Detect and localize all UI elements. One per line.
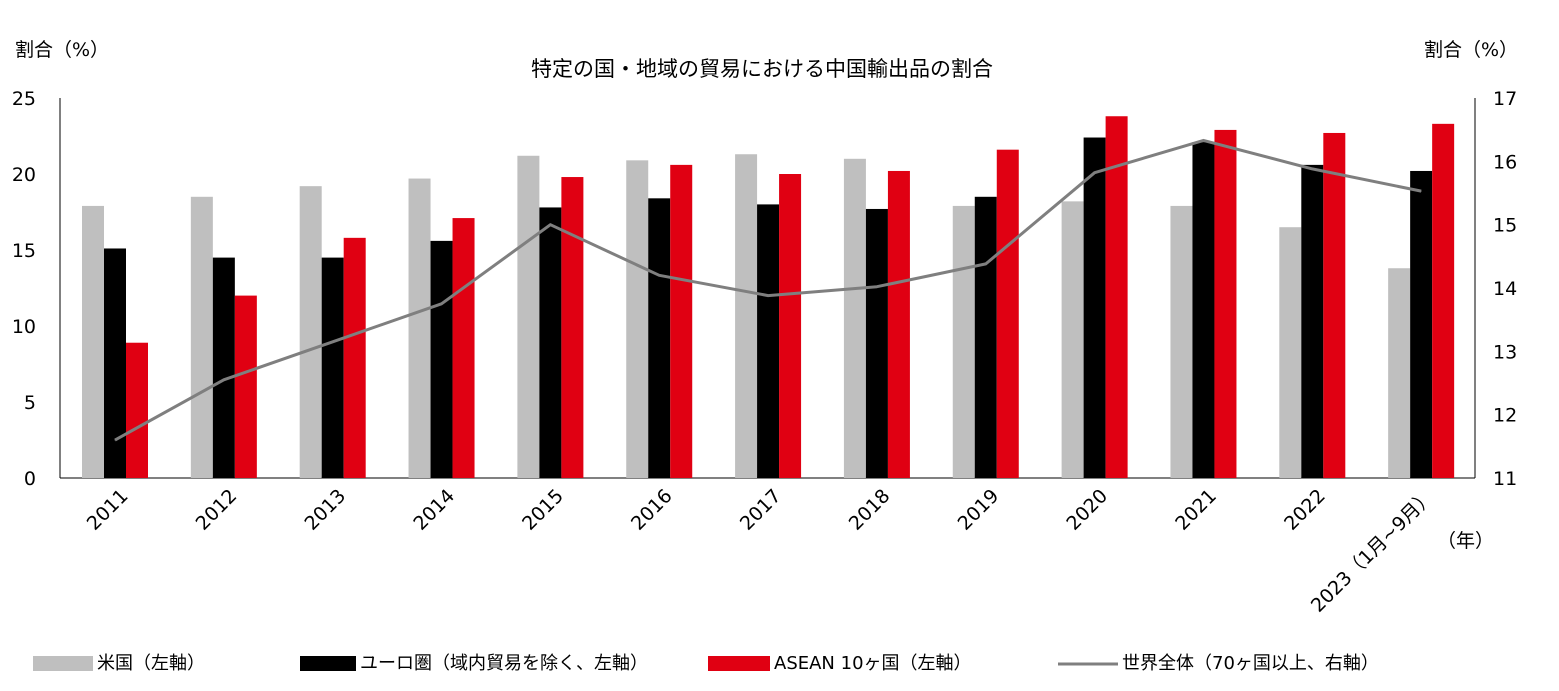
- line-series-group: [114, 138, 1422, 442]
- bar-asean: [670, 164, 693, 478]
- line-point-world: [223, 379, 225, 381]
- legend-swatch-asean: [708, 656, 770, 671]
- bar-us: [299, 186, 322, 478]
- x-tick-label: 2017: [736, 485, 786, 535]
- bar-eurozone: [1301, 164, 1324, 478]
- line-point-world: [767, 295, 769, 297]
- bar-us: [626, 160, 649, 478]
- legend-swatch-eurozone: [300, 656, 356, 671]
- bar-asean: [1214, 129, 1237, 479]
- right-tick-label: 15: [1493, 215, 1517, 237]
- bar-us: [843, 158, 866, 479]
- right-tick-label: 17: [1493, 88, 1517, 110]
- bar-us: [1170, 205, 1193, 479]
- bar-asean: [887, 170, 910, 478]
- line-point-world: [1202, 139, 1204, 141]
- legend-label-world: 世界全体（70ヶ国以上、右軸）: [1122, 653, 1379, 674]
- bar-asean: [1432, 123, 1455, 478]
- right-tick-label: 12: [1493, 405, 1517, 427]
- x-tick-label: 2012: [192, 485, 242, 535]
- bar-eurozone: [1192, 142, 1215, 478]
- bar-series-group: [82, 116, 1455, 479]
- x-tick-label: 2014: [409, 485, 459, 535]
- legend: 米国（左軸） ユーロ圏（域内貿易を除く、左軸） ASEAN 10ヶ国（左軸） 世…: [33, 653, 1379, 674]
- x-tick-label: 2021: [1171, 485, 1221, 535]
- line-point-world: [114, 439, 116, 441]
- left-tick-label: 5: [24, 392, 36, 414]
- left-tick-label: 20: [12, 164, 36, 186]
- line-point-world: [549, 224, 551, 226]
- bar-asean: [126, 342, 148, 478]
- left-axis-ticks: 0 5 10 15 20 25: [12, 88, 36, 490]
- x-tick-label: 2016: [627, 485, 677, 535]
- bar-us: [735, 154, 758, 479]
- x-axis-tick-labels: 2011 2012 2013 2014 2015 2016 2017 2018 2019 2020…: [83, 485, 1439, 617]
- line-point-world: [985, 263, 987, 265]
- x-tick-label: 2015: [518, 485, 568, 535]
- bar-asean: [561, 177, 584, 479]
- legend-label-asean: ASEAN 10ヶ国（左軸）: [774, 653, 972, 674]
- left-tick-label: 0: [24, 468, 36, 490]
- bar-eurozone: [974, 196, 997, 479]
- x-tick-label: 2013: [300, 485, 350, 535]
- line-point-world: [441, 303, 443, 305]
- legend-swatch-us: [33, 656, 93, 671]
- bar-us: [1279, 227, 1302, 478]
- bar-us: [408, 178, 431, 478]
- line-point-world: [658, 274, 660, 276]
- bar-asean: [996, 149, 1019, 478]
- right-tick-label: 13: [1493, 341, 1517, 363]
- bar-eurozone: [430, 240, 453, 478]
- bar-eurozone: [321, 257, 344, 478]
- right-axis-ticks: 11 12 13 14 15 16 17: [1493, 88, 1517, 490]
- bar-asean: [1105, 116, 1128, 479]
- bar-asean: [779, 174, 802, 478]
- bar-eurozone: [539, 207, 562, 478]
- left-tick-label: 10: [12, 316, 36, 338]
- bar-asean: [452, 218, 475, 478]
- bar-us: [1388, 268, 1411, 478]
- bar-eurozone: [1410, 170, 1433, 478]
- bar-eurozone: [1083, 137, 1106, 478]
- line-point-world: [1311, 168, 1313, 170]
- right-axis-label: 割合（%）: [1424, 39, 1518, 61]
- bar-eurozone: [212, 257, 235, 478]
- bar-us: [190, 196, 213, 479]
- bar-us: [1061, 201, 1084, 479]
- line-point-world: [1420, 190, 1422, 192]
- x-tick-label: 2020: [1062, 485, 1112, 535]
- legend-label-eurozone: ユーロ圏（域内貿易を除く、左軸）: [360, 653, 648, 674]
- line-point-world: [332, 341, 334, 343]
- x-tick-label: 2011: [83, 485, 133, 535]
- right-tick-label: 14: [1493, 278, 1517, 300]
- x-tick-label: 2018: [845, 485, 895, 535]
- right-tick-label: 11: [1493, 468, 1517, 490]
- left-axis-label: 割合（%）: [15, 39, 109, 61]
- bar-asean: [343, 237, 366, 478]
- bar-us: [517, 155, 540, 478]
- bar-us: [952, 205, 975, 479]
- x-axis-label: （年）: [1437, 530, 1494, 552]
- x-tick-label: 2019: [954, 485, 1004, 535]
- left-tick-label: 15: [12, 240, 36, 262]
- legend-label-us: 米国（左軸）: [97, 653, 205, 674]
- left-tick-label: 25: [12, 88, 36, 110]
- line-point-world: [1094, 172, 1096, 174]
- bar-us: [82, 205, 104, 479]
- bar-asean: [1323, 132, 1346, 478]
- right-tick-label: 16: [1493, 151, 1517, 173]
- bar-eurozone: [648, 198, 671, 478]
- chart-title: 特定の国・地域の貿易における中国輸出品の割合: [531, 57, 993, 81]
- bar-eurozone: [104, 248, 126, 478]
- line-point-world: [876, 286, 878, 288]
- x-tick-label: 2023（1月~9月）: [1307, 485, 1439, 617]
- bar-asean: [234, 295, 257, 478]
- bar-eurozone: [757, 204, 780, 478]
- x-tick-label: 2022: [1280, 485, 1330, 535]
- bar-eurozone: [865, 208, 888, 478]
